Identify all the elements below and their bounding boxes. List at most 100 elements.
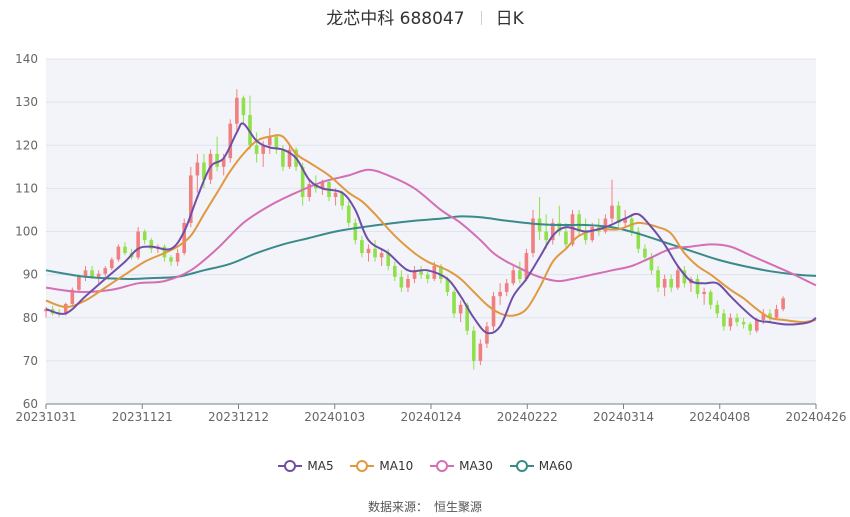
candle-down[interactable]: [419, 266, 423, 279]
candle-down[interactable]: [425, 270, 430, 284]
candle-body: [643, 248, 647, 258]
candle-body: [570, 214, 575, 245]
candle-up[interactable]: [524, 248, 529, 282]
x-tick-label: 20231212: [208, 410, 269, 424]
candle-down[interactable]: [399, 270, 404, 292]
candle-down[interactable]: [722, 309, 726, 331]
candle-up[interactable]: [83, 266, 88, 282]
candle-up[interactable]: [662, 274, 667, 297]
candle-down[interactable]: [695, 274, 700, 299]
candle-down[interactable]: [715, 300, 720, 318]
candle-up[interactable]: [531, 209, 535, 258]
candle-up[interactable]: [77, 274, 81, 292]
candle-up[interactable]: [498, 283, 502, 305]
candle-up[interactable]: [781, 296, 785, 312]
candle-up[interactable]: [702, 287, 706, 305]
candle-down[interactable]: [708, 289, 713, 310]
candle-down[interactable]: [741, 317, 746, 329]
candle-up[interactable]: [175, 248, 180, 266]
candle-down[interactable]: [518, 261, 522, 284]
candle-down[interactable]: [616, 201, 621, 228]
candle-down[interactable]: [169, 255, 173, 266]
candle-down[interactable]: [123, 242, 127, 256]
candle-body: [511, 270, 516, 284]
candle-body: [590, 227, 595, 241]
candle-up[interactable]: [511, 266, 516, 286]
candle-down[interactable]: [452, 289, 456, 318]
x-tick-label: 20231121: [112, 410, 173, 424]
candle-body: [675, 270, 680, 288]
candle-up[interactable]: [491, 291, 496, 331]
candle-body: [425, 274, 430, 279]
candle-up[interactable]: [96, 270, 101, 284]
candle-down[interactable]: [373, 240, 377, 262]
candle-down[interactable]: [360, 235, 364, 258]
candle-down[interactable]: [241, 95, 246, 124]
candle-down[interactable]: [768, 309, 772, 323]
legend-item-ma5[interactable]: MA5: [277, 459, 334, 473]
candle-down[interactable]: [346, 201, 351, 228]
candle-up[interactable]: [307, 179, 312, 202]
x-tick-label: 20240103: [304, 410, 365, 424]
candle-up[interactable]: [195, 153, 200, 193]
candle-down[interactable]: [149, 237, 154, 254]
candle-down[interactable]: [643, 244, 647, 262]
candle-up[interactable]: [603, 214, 608, 234]
candle-up[interactable]: [44, 306, 48, 318]
x-tick-label: 20240222: [497, 410, 558, 424]
candle-down[interactable]: [471, 326, 476, 370]
candle-up[interactable]: [366, 244, 371, 262]
candle-up[interactable]: [116, 244, 121, 262]
candle-up[interactable]: [550, 218, 555, 245]
candle-body: [728, 317, 733, 327]
candle-down[interactable]: [248, 95, 252, 150]
ma10-legend-icon: [350, 460, 375, 472]
candle-up[interactable]: [412, 266, 417, 284]
candle-body: [748, 324, 752, 331]
candle-up[interactable]: [675, 266, 680, 290]
candle-up[interactable]: [136, 227, 140, 260]
candle-up[interactable]: [379, 248, 384, 266]
candle-up[interactable]: [235, 89, 239, 133]
candle-down[interactable]: [142, 229, 147, 245]
candle-up[interactable]: [478, 339, 483, 366]
candle-up[interactable]: [610, 179, 614, 223]
candle-down[interactable]: [669, 274, 674, 292]
candle-down[interactable]: [353, 218, 358, 245]
candle-body: [544, 231, 548, 241]
candle-up[interactable]: [228, 119, 233, 163]
candle-down[interactable]: [656, 266, 660, 292]
candle-up[interactable]: [504, 278, 509, 297]
legend-item-ma10[interactable]: MA10: [349, 459, 413, 473]
candle-up[interactable]: [728, 313, 733, 331]
legend-item-ma60[interactable]: MA60: [509, 459, 573, 473]
candle-down[interactable]: [274, 134, 279, 154]
candle-down[interactable]: [577, 209, 581, 236]
candle-up[interactable]: [287, 145, 292, 169]
candle-body: [195, 162, 200, 176]
candle-down[interactable]: [682, 266, 687, 288]
candle-down[interactable]: [748, 322, 752, 335]
candle-down[interactable]: [392, 261, 397, 282]
candle-body: [682, 270, 687, 284]
candle-body: [136, 231, 140, 258]
candle-body: [616, 205, 621, 223]
legend-item-ma30[interactable]: MA30: [429, 459, 493, 473]
candle-up[interactable]: [103, 266, 108, 277]
candle-down[interactable]: [254, 132, 259, 163]
candle-down[interactable]: [215, 136, 219, 172]
candle-body: [162, 246, 167, 258]
candle-up[interactable]: [182, 218, 187, 256]
candle-up[interactable]: [110, 257, 114, 271]
candle-down[interactable]: [544, 214, 548, 249]
candle-body: [419, 270, 423, 275]
candle-up[interactable]: [458, 300, 463, 323]
candle-down[interactable]: [735, 313, 739, 327]
candle-up[interactable]: [485, 322, 489, 348]
candle-up[interactable]: [406, 274, 410, 292]
candle-body: [379, 253, 384, 258]
candle-up[interactable]: [774, 304, 779, 320]
candle-up[interactable]: [267, 128, 272, 154]
candle-body: [386, 253, 391, 266]
candle-down[interactable]: [636, 227, 641, 254]
